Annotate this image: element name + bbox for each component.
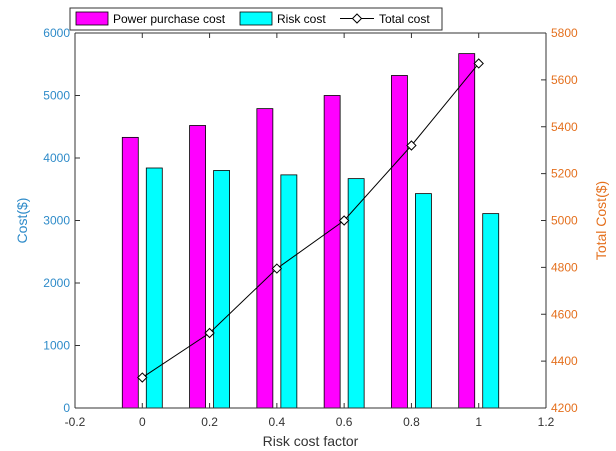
point-total-cost-3 — [338, 215, 350, 226]
y-right-tick-label-7: 5600 — [551, 73, 578, 87]
bar-power-purchase-cost-2 — [256, 108, 274, 409]
bar-power-purchase-cost-3 — [323, 95, 341, 409]
bars-layer — [121, 53, 500, 409]
x-tick-label-3: 0.4 — [269, 415, 286, 429]
x-tick-label-2: 0.2 — [201, 415, 218, 429]
y-left-tick-label-3: 3000 — [43, 214, 70, 228]
bar-power-purchase-cost-4 — [391, 75, 408, 409]
legend: Power purchase cost Risk cost Total cost — [69, 7, 443, 31]
y-right-tick-label-2: 4600 — [551, 307, 578, 321]
legend-label-total-cost: Total cost — [379, 12, 430, 26]
legend-label-power-purchase-cost: Power purchase cost — [113, 12, 226, 26]
y-right-tick-label-6: 5400 — [551, 120, 578, 134]
y-axis-left-label: Cost($) — [14, 198, 30, 244]
point-total-cost-1 — [204, 327, 215, 339]
legend-swatch-power-purchase-cost — [75, 11, 109, 26]
x-tick-label-6: 1 — [475, 415, 482, 429]
y-left-tick-label-0: 0 — [63, 401, 70, 415]
bar-risk-cost-5 — [482, 213, 500, 409]
axes-layer: -0.2 0 0.2 0.4 0.6 0.8 1 1.20100020003000400050… — [14, 26, 609, 449]
bar-risk-cost-1 — [213, 170, 230, 409]
y-right-tick-label-4: 5000 — [551, 214, 578, 228]
y-right-tick-label-5: 5200 — [551, 167, 578, 181]
bar-risk-cost-2 — [280, 174, 298, 409]
bar-power-purchase-cost-5 — [458, 53, 476, 409]
x-tick-label-4: 0.6 — [336, 415, 353, 429]
point-total-cost-0 — [137, 372, 148, 383]
bar-power-purchase-cost-1 — [189, 125, 206, 409]
y-right-tick-label-0: 4200 — [551, 401, 578, 415]
x-axis-label: Risk cost factor — [263, 433, 359, 449]
y-axis-right-label: Total Cost($) — [593, 181, 609, 260]
y-right-tick-label-3: 4800 — [551, 260, 578, 274]
y-left-tick-label-5: 5000 — [43, 89, 70, 103]
y-right-tick-label-1: 4400 — [551, 354, 578, 368]
y-left-tick-label-6: 6000 — [43, 26, 70, 40]
bar-risk-cost-0 — [145, 167, 163, 409]
x-tick-label-0: -0.2 — [65, 415, 86, 429]
y-left-tick-label-1: 1000 — [43, 339, 70, 353]
point-total-cost-2 — [271, 263, 283, 274]
line-layer — [137, 58, 484, 383]
legend-marker-total-cost — [351, 13, 363, 24]
bar-risk-cost-4 — [415, 193, 432, 409]
legend-swatch-risk-cost — [239, 11, 273, 26]
y-right-tick-label-8: 5800 — [551, 26, 578, 40]
legend-label-risk-cost: Risk cost — [277, 12, 326, 26]
point-total-cost-4 — [406, 140, 417, 151]
point-total-cost-5 — [473, 58, 484, 69]
x-tick-label-7: 1.2 — [538, 415, 555, 429]
bar-power-purchase-cost-0 — [121, 136, 139, 409]
series-line-total-cost — [142, 63, 480, 378]
x-tick-label-1: 0 — [139, 415, 146, 429]
y-left-tick-label-4: 4000 — [43, 151, 70, 165]
y-left-tick-label-2: 2000 — [43, 276, 70, 290]
x-tick-label-5: 0.8 — [403, 415, 420, 429]
